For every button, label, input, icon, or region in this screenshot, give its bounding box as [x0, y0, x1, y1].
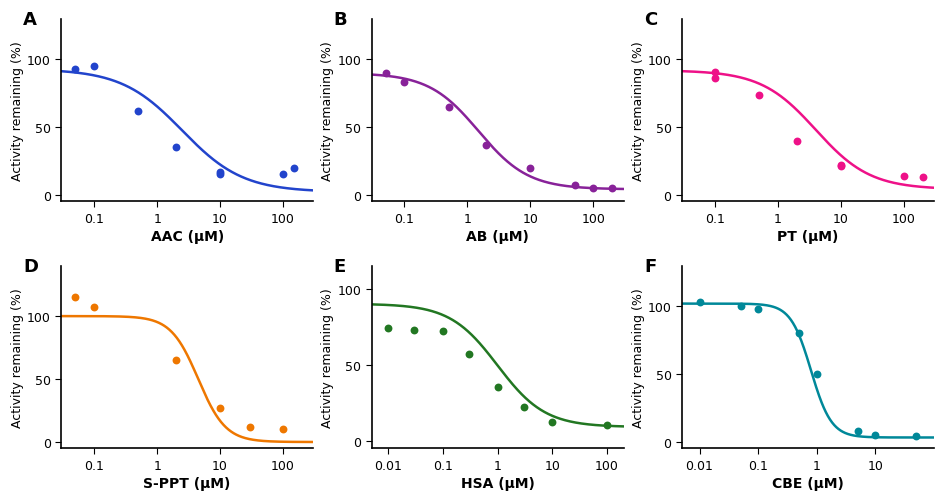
Point: [212, 171, 228, 179]
Point: [750, 306, 765, 314]
Point: [833, 162, 848, 170]
Y-axis label: Activity remaining (%): Activity remaining (%): [632, 288, 644, 427]
Point: [212, 168, 228, 176]
Point: [87, 304, 102, 312]
Point: [788, 137, 803, 145]
Point: [461, 350, 476, 358]
Point: [489, 384, 504, 392]
Point: [406, 326, 421, 334]
Point: [691, 299, 706, 307]
Point: [706, 75, 721, 83]
X-axis label: AB (μM): AB (μM): [465, 229, 529, 243]
X-axis label: S-PPT (μM): S-PPT (μM): [143, 476, 230, 490]
Point: [130, 108, 145, 116]
Point: [378, 70, 393, 78]
Point: [87, 63, 102, 71]
Point: [276, 171, 291, 179]
Point: [604, 184, 619, 192]
Point: [168, 356, 183, 364]
Point: [733, 303, 748, 311]
Point: [585, 184, 600, 192]
Text: B: B: [333, 11, 347, 29]
Point: [750, 92, 766, 100]
Y-axis label: Activity remaining (%): Activity remaining (%): [11, 41, 25, 181]
Point: [544, 419, 559, 427]
Point: [286, 164, 301, 172]
X-axis label: CBE (μM): CBE (μM): [771, 476, 843, 490]
Point: [243, 423, 258, 431]
Text: D: D: [24, 257, 39, 275]
Point: [850, 427, 865, 435]
Point: [908, 432, 923, 440]
Point: [867, 431, 882, 439]
Point: [168, 144, 183, 152]
Point: [435, 328, 450, 336]
Y-axis label: Activity remaining (%): Activity remaining (%): [11, 288, 25, 427]
Y-axis label: Activity remaining (%): Activity remaining (%): [321, 41, 334, 181]
Point: [566, 182, 582, 190]
Point: [706, 69, 721, 77]
Y-axis label: Activity remaining (%): Activity remaining (%): [632, 41, 644, 181]
Point: [276, 425, 291, 433]
Point: [515, 403, 531, 411]
Point: [915, 174, 930, 182]
Point: [68, 66, 83, 74]
Text: E: E: [333, 257, 346, 275]
X-axis label: HSA (μM): HSA (μM): [460, 476, 534, 490]
Point: [441, 104, 456, 112]
X-axis label: AAC (μM): AAC (μM): [150, 229, 224, 243]
Y-axis label: Activity remaining (%): Activity remaining (%): [321, 288, 334, 427]
Point: [833, 163, 848, 171]
Point: [68, 294, 83, 302]
Point: [895, 172, 910, 180]
Point: [212, 404, 228, 412]
Point: [522, 164, 537, 172]
Point: [479, 141, 494, 149]
Text: F: F: [644, 257, 656, 275]
Point: [808, 370, 823, 378]
Point: [791, 330, 806, 338]
Point: [380, 325, 396, 333]
Text: A: A: [24, 11, 37, 29]
Point: [396, 79, 412, 87]
Point: [598, 422, 614, 430]
Text: C: C: [644, 11, 657, 29]
X-axis label: PT (μM): PT (μM): [776, 229, 837, 243]
